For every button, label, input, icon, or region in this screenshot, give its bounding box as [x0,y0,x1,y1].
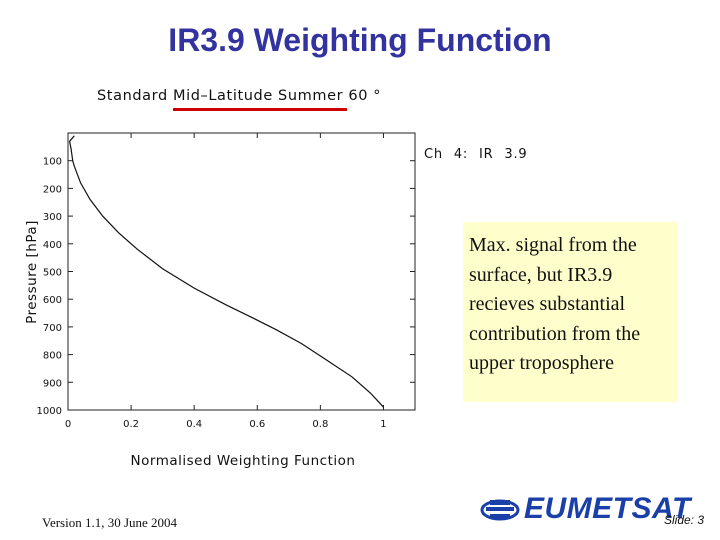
y-tick-label: 100 [43,157,62,168]
y-tick-label: 400 [43,240,62,251]
y-tick-label: 200 [43,184,62,195]
plot-title: Standard Mid–Latitude Summer 60 ° [97,88,382,104]
y-tick-label: 600 [43,295,62,306]
eumetsat-logo: EUMETSAT [480,492,691,526]
title-underline [173,108,347,111]
plot-frame [67,132,416,411]
x-axis-ticks: 0 0.2 0.4 0.6 0.8 1 [65,133,387,430]
x-axis-label: Normalised Weighting Function [131,453,356,469]
annotation-box: Max. signal from the surface, but IR3.9 … [463,222,677,402]
x-tick-label: 0.2 [123,419,139,430]
y-tick-label: 500 [43,268,62,279]
x-tick-label: 1 [380,419,386,430]
y-tick-label: 900 [43,378,62,389]
x-tick-label: 0.8 [312,419,328,430]
weighting-function-line [68,135,384,408]
y-tick-label: 700 [43,323,62,334]
x-tick-label: 0 [65,419,71,430]
x-tick-label: 0.6 [249,419,265,430]
slide-number: Slide: 3 [664,513,705,527]
y-tick-label: 800 [43,351,62,362]
x-tick-label: 0.4 [186,419,202,430]
logo-text: EUMETSAT [524,492,691,525]
y-axis-label: Pressure [hPa] [24,220,40,324]
satellite-logo-icon [480,499,520,521]
footer-version: Version 1.1, 30 June 2004 [42,515,178,530]
y-tick-label: 1000 [37,406,62,417]
y-tick-label: 300 [43,212,62,223]
channel-label: Ch 4: IR 3.9 [424,147,528,162]
slide-title: IR3.9 Weighting Function [168,22,552,58]
y-axis-ticks: 100 200 300 400 500 600 700 800 900 1000 [37,157,415,417]
